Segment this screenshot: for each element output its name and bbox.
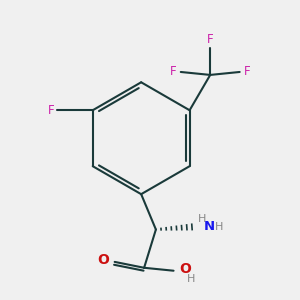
Text: H: H <box>187 274 195 284</box>
Text: H: H <box>215 222 224 232</box>
Text: N: N <box>204 220 215 233</box>
Text: F: F <box>48 104 54 117</box>
Text: H: H <box>198 214 207 224</box>
Text: O: O <box>98 254 110 267</box>
Text: F: F <box>170 65 176 79</box>
Text: O: O <box>179 262 191 276</box>
Text: F: F <box>207 33 214 46</box>
Text: F: F <box>244 65 251 79</box>
